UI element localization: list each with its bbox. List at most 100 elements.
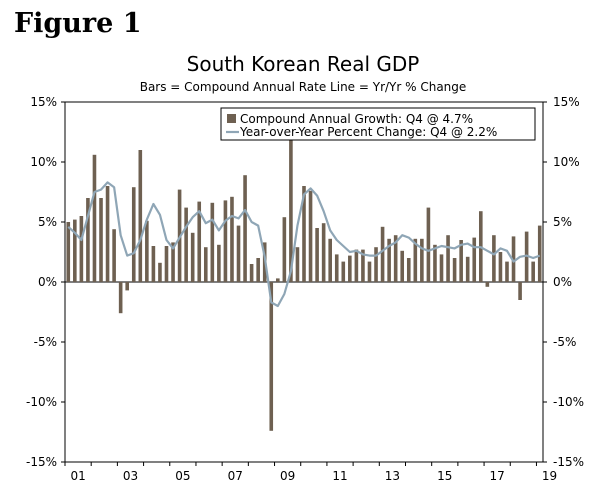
bar <box>151 246 156 282</box>
bar <box>92 154 97 282</box>
bar <box>505 261 509 282</box>
bar <box>341 261 346 282</box>
x-tick-label: 05 <box>175 469 190 483</box>
y-tick-label-right: -15% <box>553 455 584 469</box>
bar <box>406 258 411 282</box>
bar <box>518 282 522 300</box>
y-tick-label-left: -10% <box>26 395 57 409</box>
bar <box>131 187 136 282</box>
bar <box>485 282 490 287</box>
y-tick-label-right: 10% <box>553 155 580 169</box>
legend-swatch-bars <box>227 114 236 123</box>
y-tick-label-right: 0% <box>553 275 572 289</box>
bar <box>380 226 385 282</box>
bar <box>413 238 418 282</box>
bar <box>210 202 215 282</box>
bar <box>452 258 457 282</box>
y-tick-label-left: 5% <box>38 215 57 229</box>
bar <box>190 232 195 282</box>
bar <box>498 252 503 282</box>
bar <box>112 229 116 282</box>
bar <box>321 223 326 282</box>
bar <box>99 198 103 282</box>
bar <box>354 249 359 282</box>
bar <box>203 247 208 282</box>
bar <box>282 217 287 282</box>
x-tick-label: 15 <box>437 469 452 483</box>
y-tick-label-left: -5% <box>34 335 57 349</box>
bar <box>171 242 175 282</box>
bar <box>400 250 405 282</box>
bar <box>348 255 352 282</box>
bar <box>374 247 378 282</box>
y-tick-label-left: 10% <box>30 155 57 169</box>
bar <box>433 244 437 282</box>
x-tick-label: 01 <box>70 469 85 483</box>
x-tick-label: 19 <box>542 469 557 483</box>
bar <box>276 278 280 282</box>
chart-title: South Korean Real GDP <box>186 52 420 76</box>
x-tick-label: 09 <box>280 469 295 483</box>
bar <box>66 222 71 282</box>
legend-label-line: Year-over-Year Percent Change: Q4 @ 2.2% <box>239 125 497 139</box>
bar <box>426 207 431 282</box>
x-tick-label: 13 <box>385 469 400 483</box>
bar <box>145 220 149 282</box>
bar <box>249 264 254 282</box>
bar <box>236 225 241 282</box>
bar <box>459 240 463 282</box>
bar <box>387 238 391 282</box>
bar <box>334 254 339 282</box>
bar <box>295 247 300 282</box>
bar <box>217 244 221 282</box>
bar <box>361 249 365 282</box>
x-tick-label: 17 <box>490 469 505 483</box>
legend-label-bars: Compound Annual Growth: Q4 @ 4.7% <box>240 112 473 126</box>
bar <box>223 200 228 282</box>
chart-subtitle: Bars = Compound Annual Rate Line = Yr/Yr… <box>139 80 467 94</box>
bar <box>420 238 424 282</box>
y-tick-label-left: 0% <box>38 275 57 289</box>
y-tick-label-right: 5% <box>553 215 572 229</box>
figure-label: Figure 1 <box>14 8 142 39</box>
bar <box>367 261 372 282</box>
bar <box>86 198 90 282</box>
bar <box>393 235 398 282</box>
bar <box>230 196 234 282</box>
bar <box>164 246 169 282</box>
bar <box>492 235 496 282</box>
bar <box>289 140 293 282</box>
bar <box>118 282 123 314</box>
bar <box>197 201 202 282</box>
x-tick-label: 07 <box>228 469 243 483</box>
bar <box>73 219 77 282</box>
bar <box>328 238 332 282</box>
x-tick-label: 11 <box>332 469 347 483</box>
bar <box>302 186 306 282</box>
bar <box>439 254 444 282</box>
bar <box>537 225 542 282</box>
y-tick-label-right: -10% <box>553 395 584 409</box>
y-tick-label-left: -15% <box>26 455 57 469</box>
bar <box>446 235 450 282</box>
bar <box>79 216 84 282</box>
bar <box>465 256 470 282</box>
bar <box>315 228 319 282</box>
bar <box>105 186 110 282</box>
legend-box <box>220 107 536 141</box>
x-tick-label: 03 <box>123 469 138 483</box>
y-tick-label-left: 15% <box>30 95 57 109</box>
yoy-line <box>67 181 541 308</box>
bar <box>524 231 529 282</box>
bar <box>125 282 130 291</box>
bar <box>243 175 247 282</box>
bar <box>158 262 162 282</box>
bar <box>184 207 188 282</box>
bar <box>531 261 535 282</box>
bar <box>269 282 274 431</box>
y-tick-label-right: 15% <box>553 95 580 109</box>
y-tick-label-right: -5% <box>553 335 576 349</box>
bar <box>511 236 516 282</box>
bar <box>308 190 313 282</box>
